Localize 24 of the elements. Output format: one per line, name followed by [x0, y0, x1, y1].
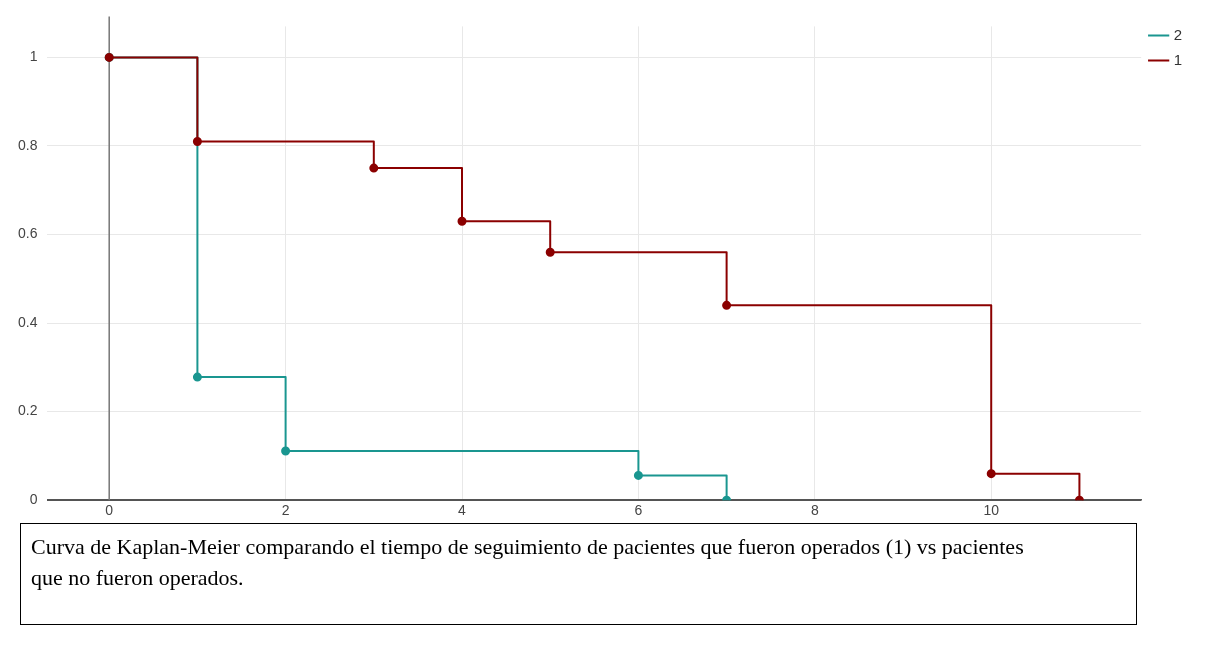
y-tick-label: 0.6: [17, 225, 38, 242]
x-tick-label: 4: [458, 502, 467, 519]
y-tick-label: 0.8: [17, 136, 38, 153]
point: [545, 247, 555, 257]
point: [457, 216, 467, 226]
point: [986, 469, 996, 479]
point: [192, 137, 202, 147]
point: [192, 372, 202, 382]
x-tick-label: 10: [983, 502, 1000, 519]
x-tick-label: 6: [634, 502, 643, 519]
legend-label: 1: [1173, 50, 1182, 68]
text: Curva de Kaplan-Meier comparando el tiempo de seguimiento de pacientes que fueron operados (1) vs pacientes que no fueron operados.: [20, 523, 1137, 625]
point: [633, 470, 643, 480]
x-tick-label: 0: [105, 502, 114, 519]
x-tick-label: 8: [810, 502, 819, 519]
x-tick-label: 2: [281, 502, 290, 519]
y-tick-label: 0.2: [17, 402, 38, 419]
legend-label: 2: [1173, 25, 1182, 43]
y-tick-label: 0.4: [17, 313, 38, 330]
point: [722, 300, 732, 310]
y-tick-label: 1: [29, 48, 38, 65]
point: [369, 163, 379, 173]
y-tick-label: 0: [29, 491, 38, 508]
point: [281, 446, 291, 456]
